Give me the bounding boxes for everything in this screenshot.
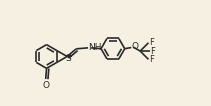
Text: O: O <box>42 81 49 90</box>
Text: O: O <box>132 42 139 51</box>
Text: F: F <box>151 47 156 56</box>
Text: F: F <box>149 55 154 64</box>
Text: F: F <box>149 38 154 47</box>
Text: S: S <box>65 54 71 63</box>
Text: NH: NH <box>89 43 102 52</box>
